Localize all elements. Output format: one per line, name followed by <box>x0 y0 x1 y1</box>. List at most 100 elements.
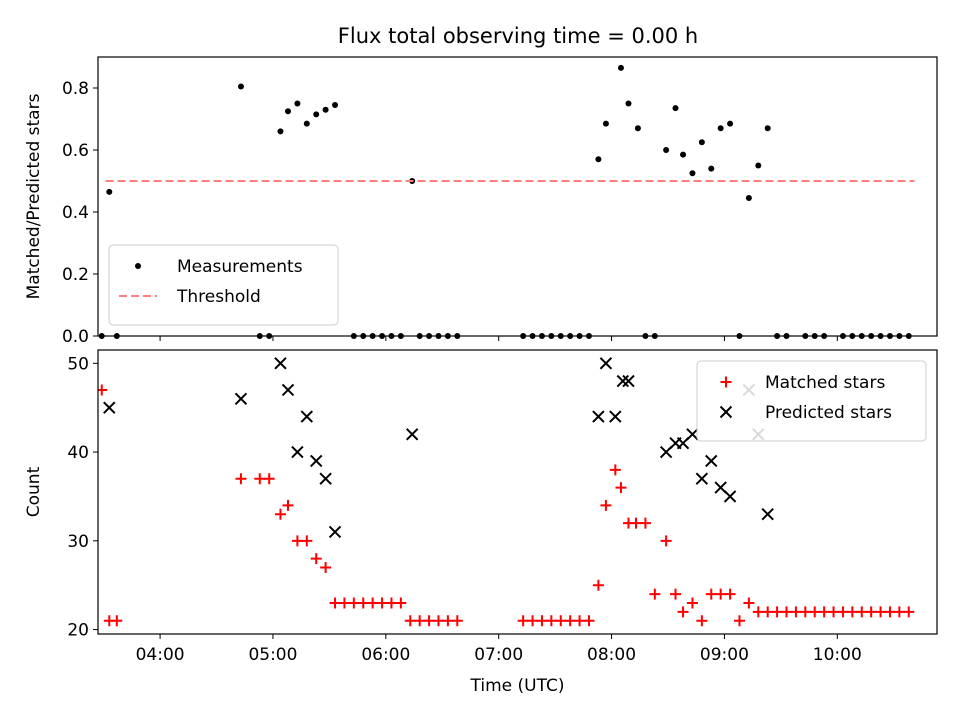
measurements-point <box>708 165 715 172</box>
matched-stars-point <box>592 579 604 591</box>
matched-stars-point <box>752 606 764 618</box>
matched-stars-point <box>545 615 557 627</box>
predicted-stars-point <box>328 525 342 539</box>
y-tick-label: 0.0 <box>62 327 89 347</box>
matched-stars-point <box>442 615 454 627</box>
legend-marker-swatch <box>135 263 141 269</box>
matched-stars-point <box>583 615 595 627</box>
measurements-point <box>672 105 679 112</box>
predicted-stars-point <box>686 428 699 441</box>
matched-stars-point <box>696 615 708 627</box>
y-tick-label: 0.6 <box>62 141 89 161</box>
matched-stars-point <box>893 606 905 618</box>
matched-stars-point <box>818 606 830 618</box>
matched-stars-point <box>367 597 379 609</box>
x-tick-label: 05:00 <box>248 645 297 665</box>
y-tick-label: 30 <box>67 532 89 552</box>
predicted-stars-point <box>319 472 332 485</box>
y-tick-label: 20 <box>67 621 89 641</box>
matched-stars-point <box>600 499 612 511</box>
legend-marker-swatch <box>720 376 732 388</box>
legend-label: Measurements <box>177 257 303 277</box>
legend: Matched stars Predicted stars <box>696 360 927 442</box>
predicted-stars-point <box>599 357 613 370</box>
matched-stars-point <box>301 535 313 547</box>
measurements-point <box>303 120 310 127</box>
y-tick-label: 50 <box>67 354 89 374</box>
measurements-point <box>717 125 724 132</box>
matched-stars-point <box>357 597 369 609</box>
matched-stars-point <box>395 597 407 609</box>
measurements-point <box>332 102 339 109</box>
matched-stars-point <box>527 615 539 627</box>
measurements-point <box>634 125 641 132</box>
matched-stars-point <box>423 615 435 627</box>
matched-stars-point <box>615 482 627 494</box>
matched-stars-point <box>799 606 811 618</box>
matched-stars-point <box>517 615 529 627</box>
measurements-point <box>663 147 670 153</box>
measurements-point <box>698 139 705 146</box>
matched-stars-point <box>385 597 397 609</box>
measurements-point <box>680 151 687 158</box>
y-tick-label: 0.2 <box>62 265 89 285</box>
matched-stars-point <box>348 597 360 609</box>
matched-stars-point <box>715 588 727 600</box>
x-axis-label: Time (UTC) <box>470 676 565 696</box>
figure-title: Flux total observing time = 0.00 h <box>338 24 698 48</box>
predicted-stars-point <box>592 410 605 423</box>
predicted-stars-point <box>310 454 323 468</box>
matched-stars-point <box>781 606 793 618</box>
axes-frame <box>97 349 938 635</box>
matched-stars-point <box>564 615 576 627</box>
legend-marker-swatch <box>719 405 733 419</box>
matched-stars-point <box>670 588 682 600</box>
matched-stars-point <box>111 615 123 627</box>
matched-stars-point <box>809 606 821 618</box>
measurements-point <box>617 64 624 71</box>
matched-stars-point <box>291 535 303 547</box>
matched-stars-point <box>329 597 341 609</box>
matched-stars-point <box>865 606 877 618</box>
matched-stars-point <box>376 597 388 609</box>
matched-stars-point <box>771 606 783 618</box>
legend-label: Threshold <box>176 287 261 307</box>
matched-stars-point <box>451 615 463 627</box>
legend-label: Predicted stars <box>765 403 892 423</box>
matched-stars-point <box>310 553 322 565</box>
measurements-point <box>106 188 113 195</box>
y-tick-label: 0.8 <box>62 79 89 99</box>
predicted-stars-point <box>695 472 709 485</box>
measurements-point <box>322 106 329 113</box>
predicted-stars-point <box>291 445 304 459</box>
matched-stars-point <box>724 588 736 600</box>
measurements-point <box>755 162 762 169</box>
matched-stars-point <box>828 606 840 618</box>
x-tick-label: 08:00 <box>587 645 636 665</box>
measurements-point <box>284 108 291 115</box>
legend-label: Matched stars <box>765 373 885 393</box>
matched-stars-point <box>263 473 275 485</box>
matched-stars-point <box>875 606 887 618</box>
predicted-stars-point <box>723 490 737 503</box>
legend-box <box>696 360 927 442</box>
matched-stars-point <box>338 597 350 609</box>
measurements-point <box>277 128 284 135</box>
ratio-panel: 0.0 0.2 0.4 0.6 0.8 Matched/Predicted stars Me… <box>24 56 938 347</box>
measurements-point <box>313 111 320 118</box>
matched-stars-point <box>762 606 774 618</box>
matched-stars-point <box>235 473 247 485</box>
matched-stars-point <box>574 615 586 627</box>
predicted-stars-point <box>622 374 635 388</box>
matched-stars-point <box>705 588 717 600</box>
matched-stars-point <box>536 615 548 627</box>
y-axis-label: Count <box>24 466 44 517</box>
x-tick-label: 10:00 <box>813 645 862 665</box>
x-tick-label: 06:00 <box>361 645 410 665</box>
predicted-stars-point <box>405 428 419 441</box>
matched-stars-point <box>555 615 567 627</box>
y-axis-label: Matched/Predicted stars <box>24 93 44 299</box>
matched-stars-point <box>677 606 689 618</box>
